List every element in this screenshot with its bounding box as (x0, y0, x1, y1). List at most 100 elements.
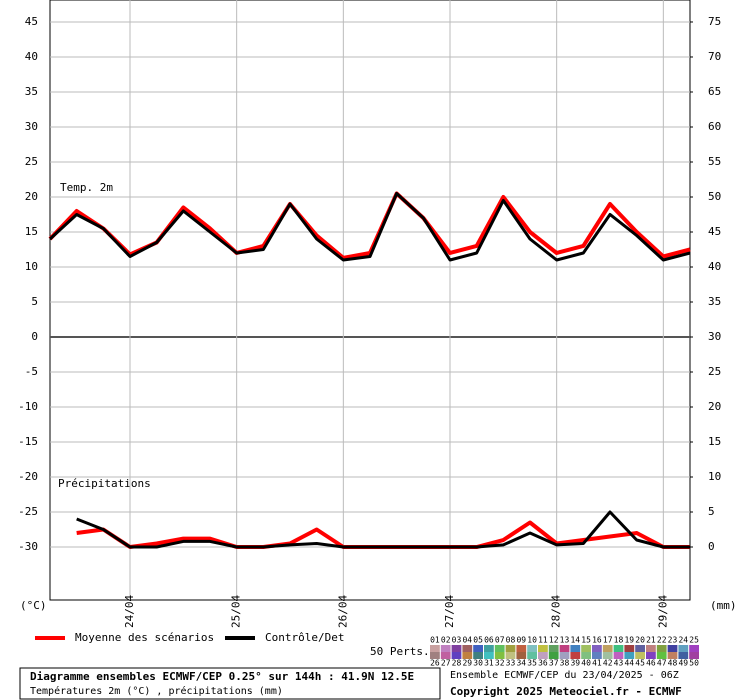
y2-tick-label: 15 (708, 435, 721, 448)
y-tick-label: -5 (25, 365, 38, 378)
y-unit: (°C) (20, 599, 47, 612)
pert-number: 44 (624, 659, 634, 668)
pert-swatch (667, 652, 678, 659)
perts-label: 50 Perts. (370, 645, 430, 658)
pert-number: 28 (452, 659, 462, 668)
pert-number: 04 (462, 636, 472, 645)
pert-number: 08 (506, 636, 516, 645)
pert-swatch (559, 645, 570, 652)
pert-number: 39 (570, 659, 580, 668)
y-tick-label: -30 (18, 540, 38, 553)
pert-swatch (678, 652, 689, 659)
plot-area (49, 0, 691, 601)
pert-number: 11 (538, 636, 548, 645)
y-tick-label: -20 (18, 470, 38, 483)
pert-swatch (494, 645, 505, 652)
pert-number: 23 (668, 636, 678, 645)
pert-swatch (505, 652, 516, 659)
legend-label: Contrôle/Det (265, 631, 344, 644)
pert-number: 32 (495, 659, 505, 668)
pert-swatch (656, 652, 667, 659)
pert-number: 37 (549, 659, 559, 668)
pert-swatch (430, 652, 440, 659)
pert-number: 22 (657, 636, 667, 645)
x-tick-label: 28/04 (550, 595, 563, 628)
x-tick-label: 24/04 (123, 595, 136, 628)
pert-number: 17 (603, 636, 613, 645)
info-title: Diagramme ensembles ECMWF/CEP 0.25° sur … (30, 670, 414, 683)
pert-swatch (613, 652, 624, 659)
pert-number: 07 (495, 636, 505, 645)
pert-swatch (527, 652, 537, 659)
pert-swatch (527, 645, 537, 652)
y-tick-label: -10 (18, 400, 38, 413)
pert-swatch (592, 652, 602, 659)
pert-number: 42 (603, 659, 613, 668)
pert-number: 03 (452, 636, 462, 645)
pert-number: 50 (689, 659, 699, 668)
y-tick-label: 0 (31, 330, 38, 343)
pert-swatch (473, 645, 483, 652)
pert-swatch (592, 645, 602, 652)
pert-number: 40 (581, 659, 591, 668)
pert-swatch (451, 645, 462, 652)
pert-number: 20 (635, 636, 645, 645)
pert-number: 24 (678, 636, 688, 645)
pert-number: 01 (430, 636, 440, 645)
pert-swatch (581, 645, 591, 652)
pert-number: 10 (527, 636, 537, 645)
x-tick-label: 25/04 (230, 595, 243, 628)
pert-number: 41 (592, 659, 602, 668)
pert-swatch (484, 652, 494, 659)
pert-number: 12 (549, 636, 559, 645)
y2-tick-label: 60 (708, 120, 721, 133)
pert-number: 36 (538, 659, 548, 668)
pert-swatch (581, 652, 591, 659)
pert-swatch (656, 645, 667, 652)
pert-swatch (440, 645, 451, 652)
pert-number: 49 (678, 659, 688, 668)
y-tick-label: 5 (31, 295, 38, 308)
y2-tick-label: 10 (708, 470, 721, 483)
y-tick-label: -25 (18, 505, 38, 518)
pert-swatch (462, 645, 473, 652)
pert-swatch (646, 645, 656, 652)
y2-tick-label: 70 (708, 50, 721, 63)
pert-swatch (559, 652, 570, 659)
series-line (76, 510, 690, 549)
y2-tick-label: 65 (708, 85, 721, 98)
pert-swatch (624, 645, 635, 652)
pert-swatch (602, 645, 613, 652)
pert-number: 02 (441, 636, 451, 645)
x-tick-label: 29/04 (656, 595, 669, 628)
pert-number: 27 (441, 659, 451, 668)
pert-number: 35 (527, 659, 537, 668)
y2-tick-label: 35 (708, 295, 721, 308)
y2-tick-label: 30 (708, 330, 721, 343)
pert-number: 30 (473, 659, 483, 668)
y-tick-label: 10 (25, 260, 38, 273)
y-tick-label: 45 (25, 15, 38, 28)
pert-swatch (484, 645, 494, 652)
y-tick-label: 15 (25, 225, 38, 238)
pert-swatch (516, 645, 527, 652)
pert-number: 43 (614, 659, 624, 668)
y2-tick-label: 55 (708, 155, 721, 168)
pert-swatch (440, 652, 451, 659)
pert-swatch (505, 645, 516, 652)
pert-swatch (516, 652, 527, 659)
pert-swatch (613, 645, 624, 652)
pert-number: 09 (516, 636, 526, 645)
pert-swatch (548, 645, 559, 652)
pert-swatch (538, 645, 548, 652)
y-tick-label: 25 (25, 155, 38, 168)
pert-swatch (635, 645, 645, 652)
pert-number: 34 (516, 659, 526, 668)
pert-number: 18 (614, 636, 624, 645)
info-run: Ensemble ECMWF/CEP du 23/04/2025 - 06Z (450, 670, 679, 681)
pert-swatch (624, 652, 635, 659)
y-tick-label: 40 (25, 50, 38, 63)
pert-swatch (667, 645, 678, 652)
y2-tick-label: 25 (708, 365, 721, 378)
